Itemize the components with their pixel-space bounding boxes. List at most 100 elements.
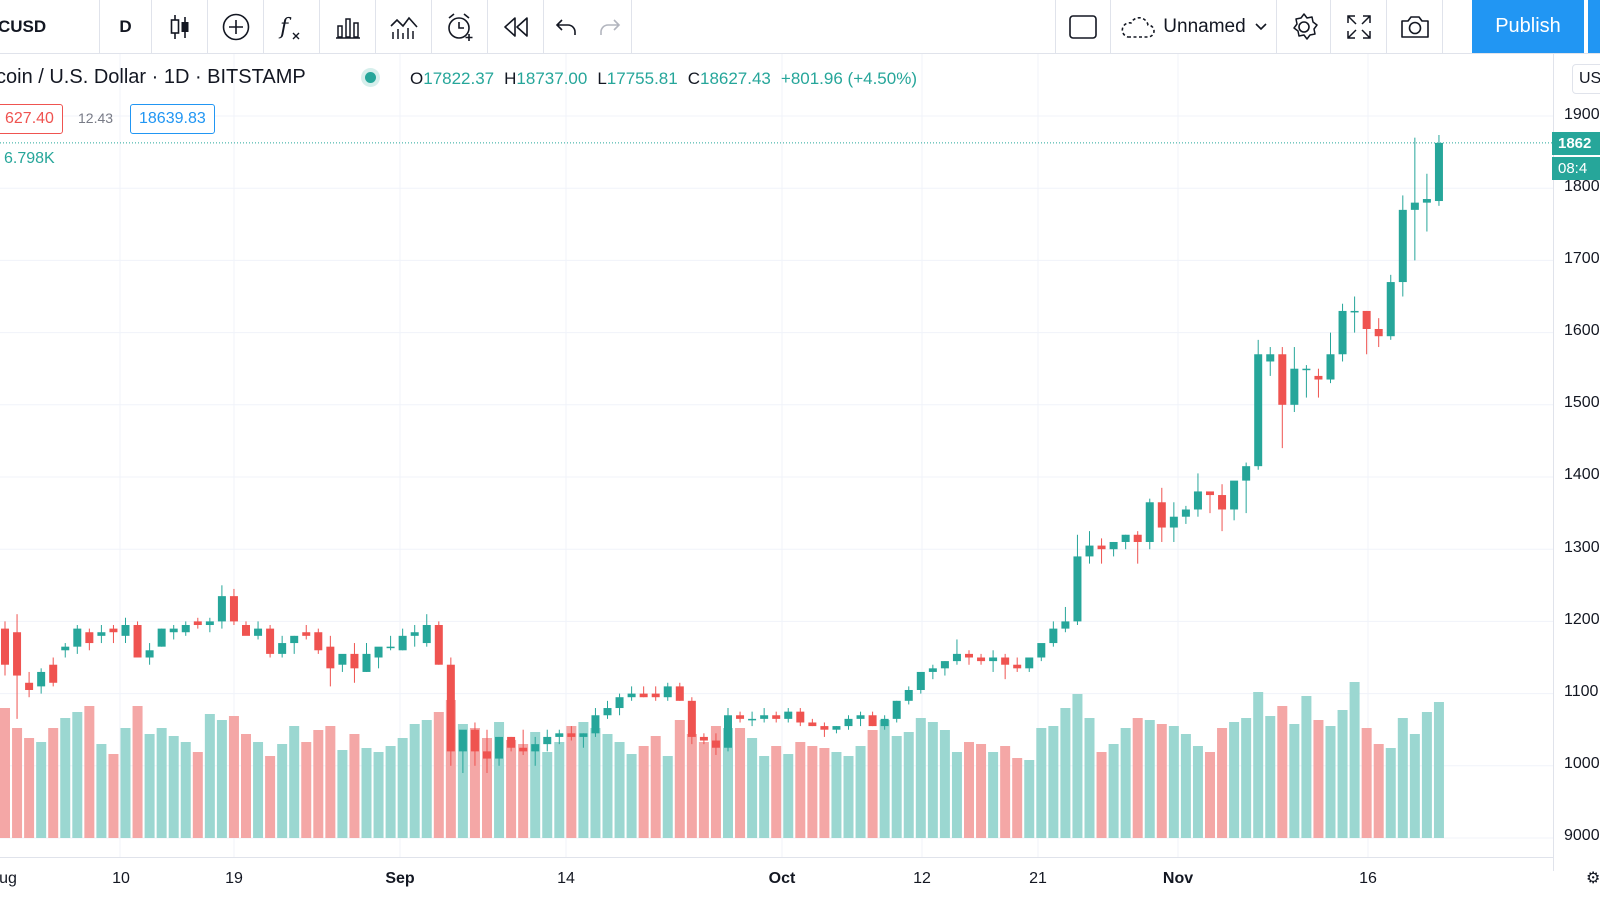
candle-body[interactable] [458, 729, 467, 752]
candle-body[interactable] [651, 693, 660, 698]
candle-body[interactable] [1073, 556, 1082, 622]
candle-body[interactable] [1278, 354, 1287, 405]
candle-body[interactable] [49, 664, 58, 683]
candle-body[interactable] [1145, 502, 1154, 542]
candle-body[interactable] [940, 661, 949, 669]
candle-body[interactable] [820, 726, 829, 730]
redo-button[interactable] [588, 0, 632, 53]
candle-body[interactable] [1434, 142, 1443, 202]
candle-body[interactable] [856, 715, 865, 719]
symbol-search[interactable]: CUSD [0, 0, 100, 53]
price-axis[interactable]: 1900 1800 1700 1600 1500 1400 1300 1200 … [1553, 54, 1600, 871]
candle-body[interactable] [736, 715, 745, 719]
candle-body[interactable] [193, 621, 202, 626]
candle-body[interactable] [868, 715, 877, 727]
chart-settings-corner-icon[interactable]: ⚙ [1586, 870, 1600, 887]
candle-body[interactable] [326, 646, 335, 669]
candle-body[interactable] [663, 686, 672, 698]
candle-body[interactable] [952, 653, 961, 662]
candle-body[interactable] [398, 635, 407, 651]
candle-body[interactable] [832, 726, 841, 730]
candle-body[interactable] [892, 700, 901, 719]
candle-body[interactable] [603, 708, 612, 716]
candle-body[interactable] [1218, 495, 1227, 510]
candle-body[interactable] [1085, 545, 1094, 557]
candle-body[interactable] [25, 682, 34, 690]
candle-body[interactable] [1350, 310, 1359, 313]
publish-dropdown-edge[interactable] [1588, 0, 1600, 53]
compare-button[interactable] [208, 0, 264, 53]
indicators-button[interactable]: f [264, 0, 320, 53]
currency-button[interactable]: US [1572, 64, 1600, 94]
candle-body[interactable] [989, 657, 998, 662]
candle-body[interactable] [1242, 466, 1251, 481]
candle-body[interactable] [844, 718, 853, 727]
candle-body[interactable] [1133, 534, 1142, 542]
candle-body[interactable] [61, 646, 70, 651]
market-status-dot[interactable] [365, 72, 376, 83]
candle-body[interactable] [1109, 541, 1118, 550]
candle-body[interactable] [181, 625, 190, 633]
candle-body[interactable] [1169, 516, 1178, 528]
candle-body[interactable] [133, 625, 142, 658]
candle-body[interactable] [880, 718, 889, 727]
publish-button[interactable]: Publish [1472, 0, 1584, 53]
snapshot-button[interactable] [1387, 0, 1443, 53]
candle-body[interactable] [1121, 534, 1130, 542]
candle-body[interactable] [290, 635, 299, 644]
candle-body[interactable] [374, 646, 383, 658]
candle-body[interactable] [1097, 545, 1106, 550]
candle-body[interactable] [1290, 368, 1299, 405]
candle-body[interactable] [796, 711, 805, 723]
candle-body[interactable] [470, 729, 479, 752]
candle-body[interactable] [266, 628, 275, 654]
candle-body[interactable] [1422, 199, 1431, 203]
candle-body[interactable] [217, 596, 226, 622]
candle-body[interactable] [157, 628, 166, 647]
financials-button[interactable] [320, 0, 376, 53]
candle-body[interactable] [928, 668, 937, 672]
candle-body[interactable] [1025, 657, 1034, 669]
candle-body[interactable] [145, 650, 154, 658]
candle-body[interactable] [254, 628, 263, 636]
candle-body[interactable] [97, 632, 106, 636]
candle-body[interactable] [205, 621, 214, 626]
candle-body[interactable] [483, 751, 491, 759]
candle-body[interactable] [711, 740, 720, 748]
candle-body[interactable] [1254, 354, 1263, 467]
candle-body[interactable] [1314, 375, 1323, 380]
fullscreen-toggle-button[interactable] [1055, 0, 1111, 53]
candle-body[interactable] [1410, 202, 1419, 210]
candle-body[interactable] [1398, 209, 1407, 283]
candle-body[interactable] [1049, 628, 1058, 644]
candle-body[interactable] [567, 733, 576, 737]
candle-body[interactable] [784, 711, 793, 719]
candle-body[interactable] [1013, 664, 1022, 669]
interval-button[interactable]: D [100, 0, 152, 53]
fullscreen-button[interactable] [1331, 0, 1387, 53]
candle-body[interactable] [1374, 328, 1383, 337]
candle-body[interactable] [109, 628, 118, 633]
candle-body[interactable] [1061, 621, 1070, 629]
candle-body[interactable] [579, 733, 588, 737]
candle-body[interactable] [302, 632, 311, 636]
candle-body[interactable] [916, 671, 925, 690]
candle-body[interactable] [591, 715, 600, 734]
candle-body[interactable] [229, 596, 238, 622]
replay-button[interactable] [488, 0, 544, 53]
templates-button[interactable] [376, 0, 432, 53]
candle-body[interactable] [1001, 657, 1010, 665]
candle-body[interactable] [977, 657, 986, 662]
candle-body[interactable] [410, 632, 419, 636]
candle-body[interactable] [85, 632, 94, 644]
candle-body[interactable] [507, 736, 516, 748]
settings-button[interactable] [1277, 0, 1331, 53]
candle-body[interactable] [639, 693, 648, 698]
candle-body[interactable] [699, 736, 708, 741]
candle-body[interactable] [362, 653, 371, 672]
candle-body[interactable] [1266, 354, 1275, 362]
candle-body[interactable] [1338, 310, 1347, 355]
candle-body[interactable] [1302, 368, 1311, 371]
candle-body[interactable] [760, 715, 769, 719]
candle-body[interactable] [314, 632, 323, 651]
